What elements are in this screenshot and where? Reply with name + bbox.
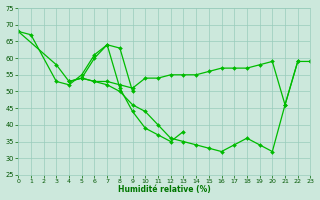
X-axis label: Humidité relative (%): Humidité relative (%): [118, 185, 211, 194]
